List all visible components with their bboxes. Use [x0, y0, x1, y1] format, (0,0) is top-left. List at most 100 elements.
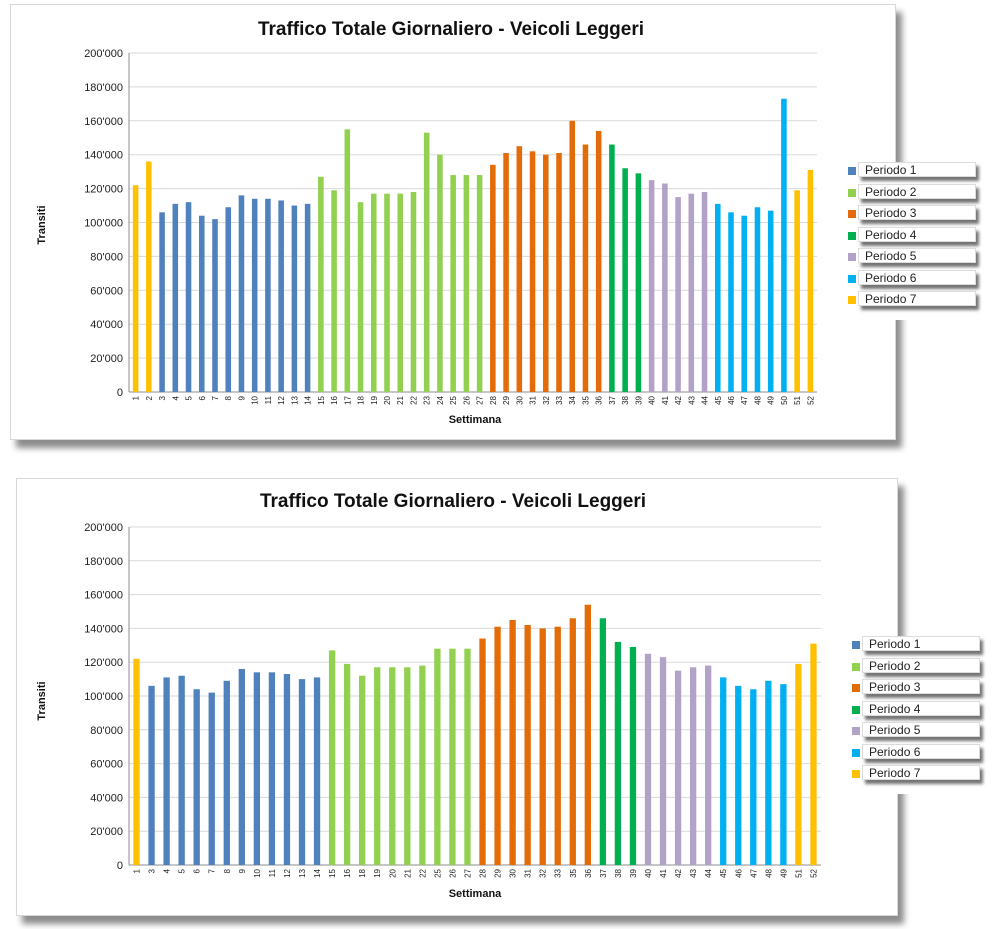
y-tick-label: 40'000 — [90, 792, 123, 804]
bar — [344, 129, 351, 392]
x-tick-label: 25 — [449, 395, 458, 404]
x-tick-label: 19 — [370, 395, 379, 404]
legend-item: Periodo 5 — [846, 722, 980, 740]
bar — [172, 203, 179, 392]
x-tick-label: 13 — [290, 395, 299, 404]
bar — [644, 653, 652, 865]
x-tick-label: 27 — [463, 868, 472, 877]
bar — [635, 173, 642, 392]
x-tick-label: 32 — [539, 868, 548, 877]
bar — [659, 657, 667, 865]
x-tick-label: 34 — [568, 395, 577, 404]
bar — [569, 120, 576, 393]
bar — [437, 154, 443, 392]
bar — [357, 202, 364, 392]
bar — [688, 193, 695, 392]
x-tick-label: 1 — [133, 868, 142, 873]
x-tick-label: 46 — [727, 395, 736, 404]
legend-swatch — [852, 705, 860, 714]
y-tick-label: 20'000 — [90, 353, 123, 365]
legend-swatch — [852, 662, 860, 671]
legend-swatch — [852, 727, 860, 735]
y-tick-label: 120'000 — [84, 184, 123, 196]
x-tick-label: 10 — [251, 395, 260, 404]
y-tick-label: 80'000 — [90, 251, 123, 263]
bar — [449, 648, 456, 865]
legend-swatch — [852, 748, 860, 757]
x-tick-label: 45 — [714, 395, 723, 404]
x-tick-label: 35 — [581, 395, 590, 404]
legend-label: Periodo 2 — [858, 183, 976, 199]
bar — [556, 153, 562, 392]
x-tick-label: 41 — [661, 395, 670, 404]
bar — [291, 205, 298, 392]
bar — [251, 198, 258, 392]
bar — [133, 658, 140, 865]
legend-label: Periodo 7 — [862, 765, 980, 780]
bar — [705, 665, 712, 865]
bar — [542, 154, 549, 392]
bar — [389, 667, 396, 865]
x-tick-label: 23 — [423, 395, 432, 404]
legend-label: Periodo 3 — [858, 205, 976, 220]
x-tick-label: 33 — [554, 868, 563, 877]
y-tick-label: 180'000 — [84, 82, 123, 94]
x-tick-label: 21 — [403, 868, 412, 877]
bar — [331, 190, 337, 392]
x-tick-label: 12 — [277, 395, 286, 404]
x-tick-label: 35 — [569, 868, 578, 877]
y-axis-label: Transiti — [36, 205, 48, 244]
legend-top: Periodo 1 Periodo 2 Periodo 3 Periodo 4 Peri… — [842, 162, 978, 320]
bar — [720, 677, 727, 865]
bar — [754, 207, 761, 392]
x-tick-label: 4 — [171, 395, 180, 400]
y-tick-label: 0 — [117, 387, 123, 399]
bar — [599, 618, 607, 865]
bar — [794, 190, 800, 392]
y-tick-label: 100'000 — [84, 691, 123, 703]
x-axis-label: Settimana — [449, 414, 502, 426]
legend-item: Periodo 6 — [842, 269, 976, 288]
x-tick-label: 31 — [524, 868, 533, 877]
x-tick-label: 42 — [674, 868, 683, 877]
x-tick-label: 3 — [158, 395, 167, 400]
bar — [304, 203, 311, 392]
legend-swatch — [848, 188, 856, 197]
x-tick-label: 40 — [648, 395, 657, 404]
x-tick-label: 39 — [629, 868, 638, 877]
x-tick-label: 7 — [211, 395, 220, 400]
bar — [629, 646, 637, 865]
y-tick-label: 140'000 — [84, 150, 123, 162]
x-tick-label: 36 — [584, 868, 593, 877]
x-tick-label: 5 — [185, 395, 194, 400]
y-axis-label: Transiti — [36, 681, 48, 720]
x-tick-label: 41 — [659, 868, 668, 877]
x-tick-label: 29 — [502, 395, 511, 404]
bar — [516, 146, 523, 392]
chart-bottom: Traffico Totale Giornaliero - Veicoli Le… — [36, 491, 821, 900]
bar — [370, 193, 377, 392]
bar — [328, 650, 336, 865]
bar — [434, 648, 441, 865]
y-tick-label: 200'000 — [84, 522, 123, 534]
bar — [238, 195, 245, 392]
bar — [554, 626, 561, 865]
x-tick-label: 11 — [268, 868, 277, 877]
bar — [735, 685, 742, 865]
bar — [212, 219, 218, 392]
x-tick-label: 8 — [224, 395, 233, 400]
bar — [648, 180, 655, 392]
legend-item: Periodo 4 — [846, 700, 980, 719]
y-tick-label: 160'000 — [84, 116, 123, 128]
legend-swatch — [848, 274, 856, 283]
x-tick-label: 2 — [145, 395, 154, 400]
bar — [584, 604, 591, 865]
legend-label: Periodo 5 — [858, 248, 976, 263]
legend-item: Periodo 5 — [842, 248, 976, 266]
x-tick-label: 11 — [264, 395, 273, 404]
x-tick-label: 26 — [448, 868, 457, 877]
x-tick-label: 51 — [793, 395, 802, 404]
x-tick-label: 12 — [283, 868, 292, 877]
x-tick-label: 16 — [330, 395, 339, 404]
legend-label: Periodo 6 — [858, 269, 976, 285]
